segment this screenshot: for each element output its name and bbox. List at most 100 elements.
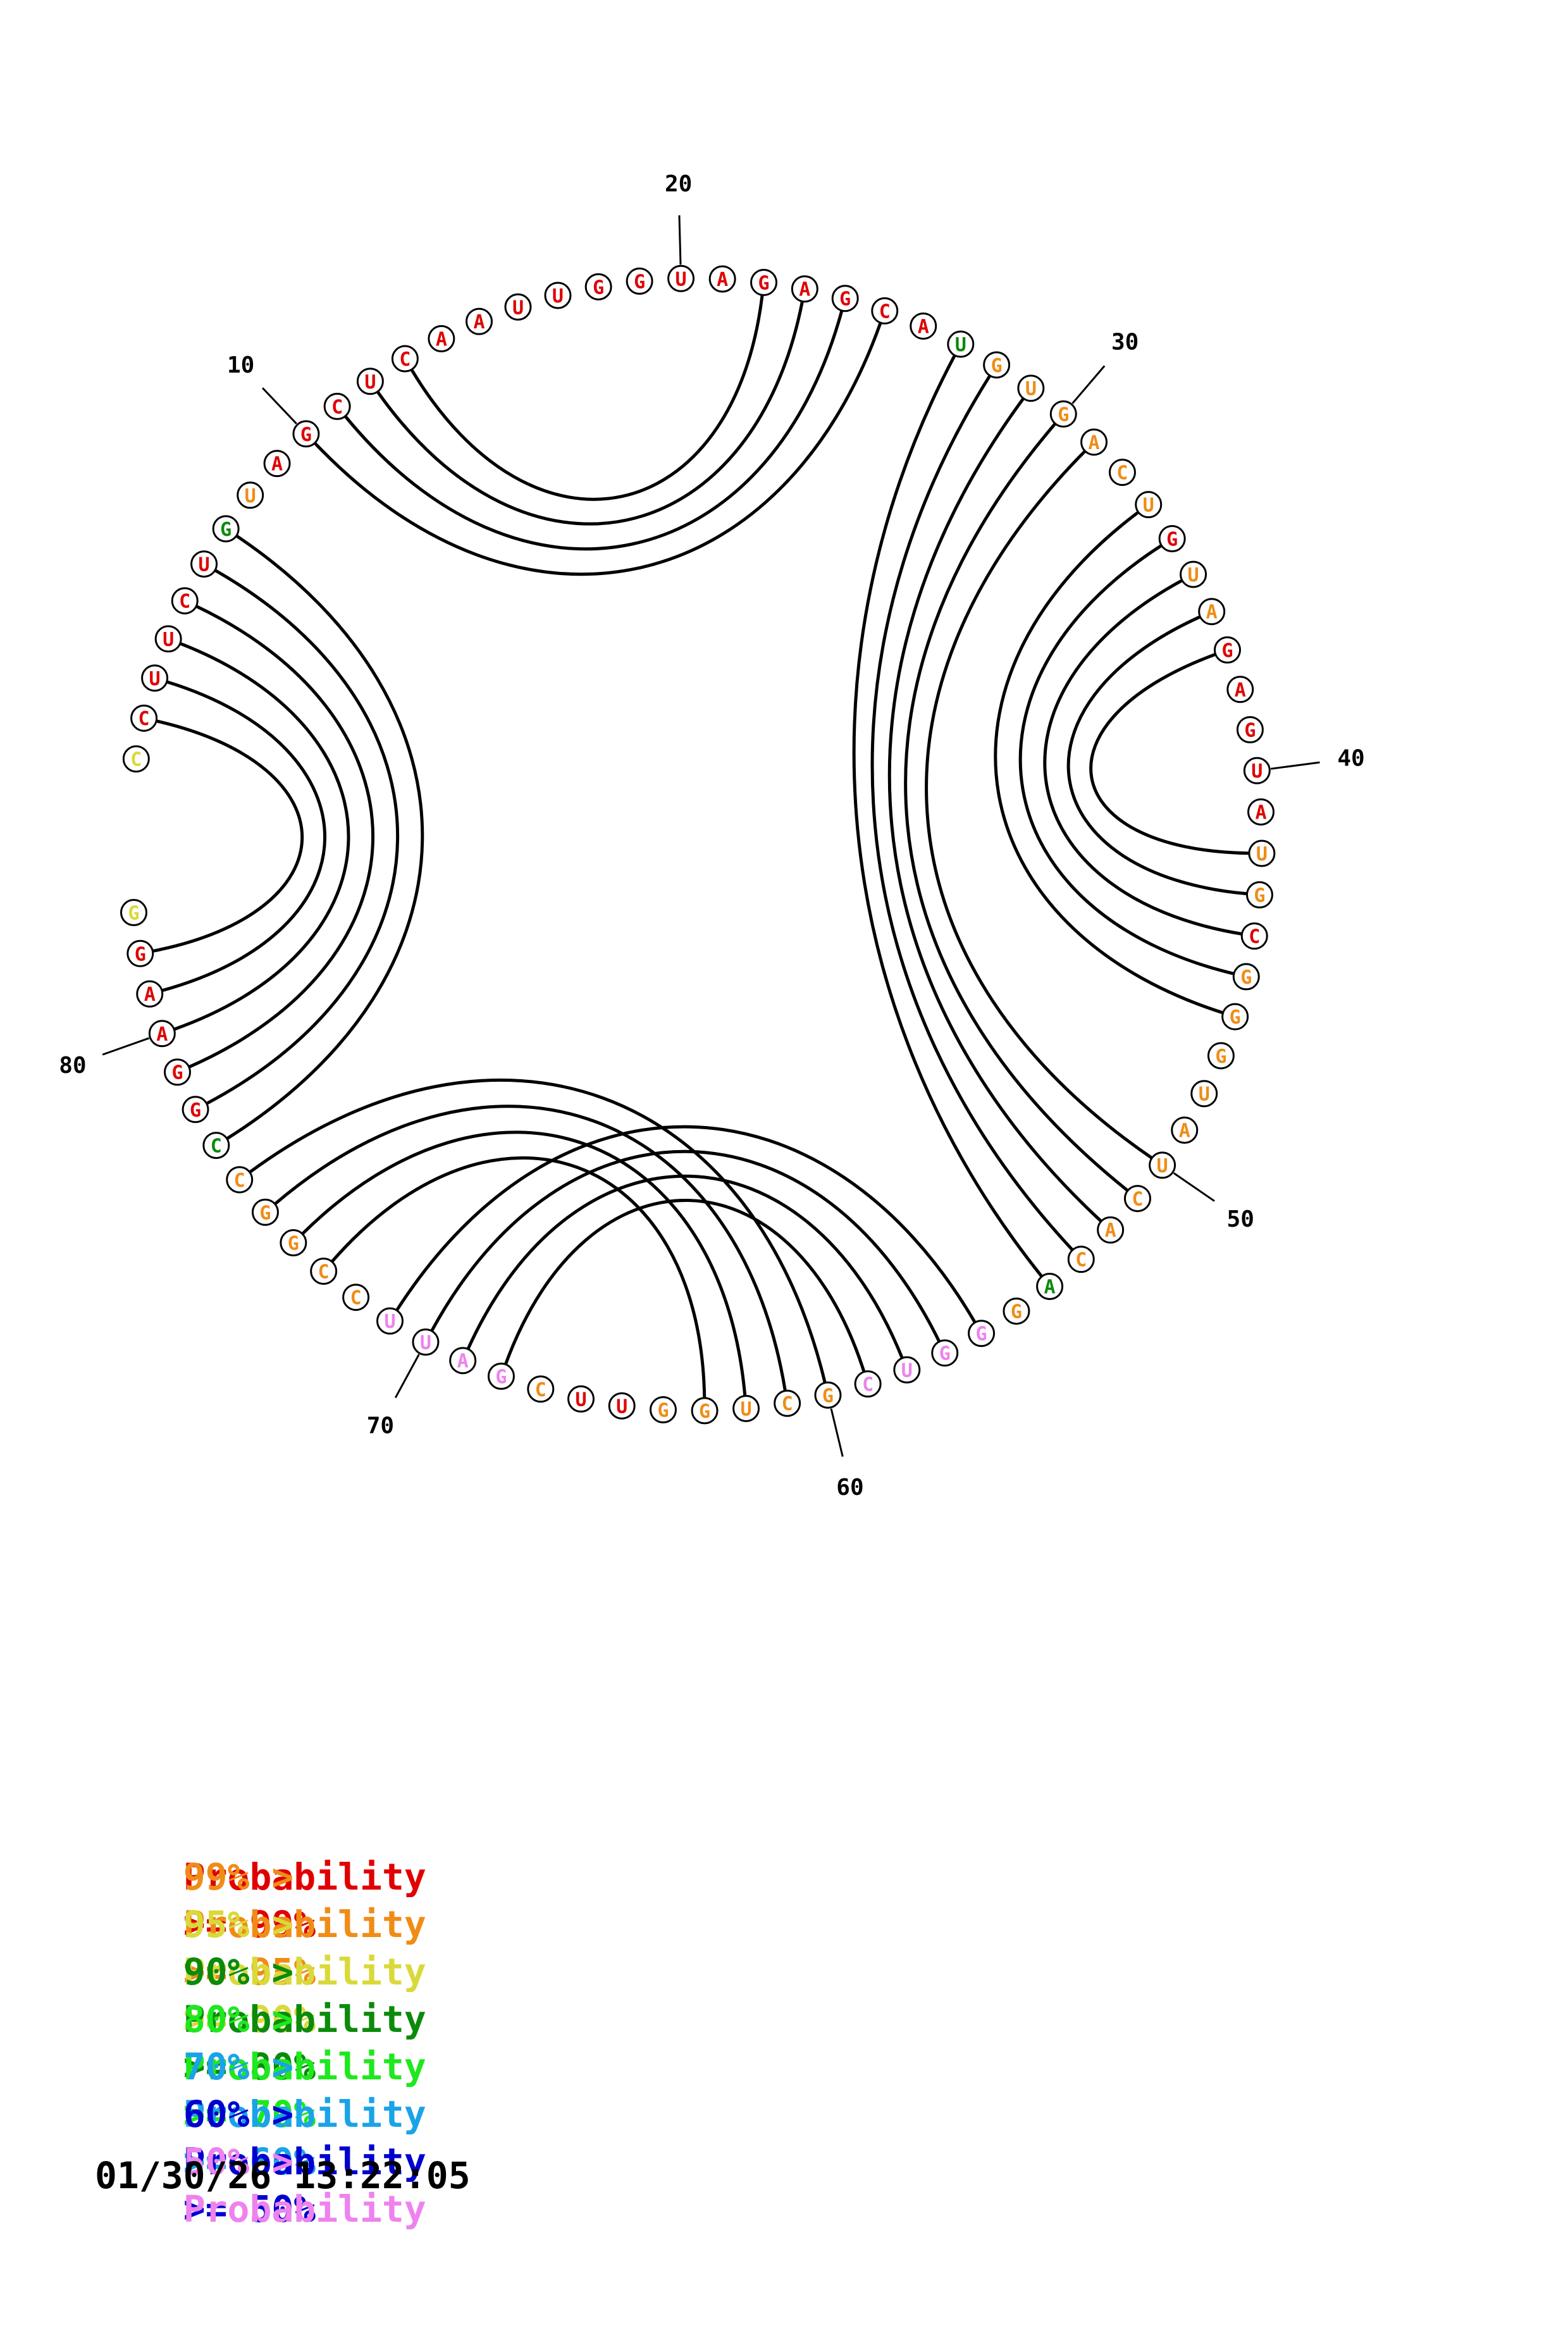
base-pair-arcs — [152, 295, 1249, 1398]
nucleotide-circle — [854, 1370, 882, 1398]
legend-label: Probability — [183, 1998, 426, 2041]
nucleotide-circle — [1036, 1272, 1064, 1300]
nucleotide: G — [626, 267, 653, 295]
legend-row: 95% > Probability >= 90% — [95, 1854, 465, 2041]
base-pair-arc — [904, 423, 1129, 1192]
base-pair-arc — [343, 310, 844, 551]
nucleotide-circle — [750, 268, 778, 296]
nucleotide: A — [910, 312, 937, 340]
position-tick — [1270, 761, 1320, 770]
nucleotide-letter: G — [259, 1202, 271, 1224]
nucleotide-letter: A — [1255, 802, 1266, 824]
nucleotide-letter: A — [1206, 602, 1218, 624]
nucleotide-letter: A — [799, 279, 810, 301]
legend-row: 80% > Probability >= 70% — [95, 1948, 465, 2136]
position-label: 80 — [59, 1053, 86, 1079]
nucleotide-letter: A — [144, 984, 156, 1006]
position-tick — [1071, 365, 1106, 404]
nucleotide-circle — [649, 1396, 677, 1424]
nucleotide: G — [649, 1396, 677, 1424]
nucleotide-circle — [154, 625, 182, 653]
nucleotide-circle — [968, 1320, 996, 1347]
nucleotide-circle — [263, 450, 291, 478]
nucleotide-letter: G — [128, 903, 139, 925]
nucleotide: G — [1207, 1042, 1235, 1070]
nucleotide: C — [130, 704, 158, 732]
nucleotide: A — [1171, 1117, 1199, 1144]
nucleotide-letter: C — [234, 1170, 245, 1192]
base-pair-arc — [870, 375, 1074, 1251]
nucleotide-letter: U — [616, 1396, 627, 1418]
nucleotide-circle — [814, 1381, 842, 1409]
nucleotide-letter: A — [918, 316, 929, 338]
nucleotide-circle — [251, 1198, 279, 1226]
nucleotide: C — [310, 1257, 338, 1285]
nucleotide-circle — [931, 1339, 959, 1367]
nucleotide-circle — [376, 1307, 404, 1335]
nucleotide-circle — [1149, 1151, 1176, 1179]
legend-label: Probability — [183, 1903, 426, 1946]
nucleotide-circle — [1236, 716, 1264, 744]
nucleotide-letter: G — [822, 1385, 834, 1407]
nucleotide-circle — [130, 704, 158, 732]
nucleotide-circle — [1180, 560, 1207, 588]
nucleotide-circle — [504, 293, 532, 321]
timestamp: 01/30/26 13:22:05 — [95, 2154, 471, 2197]
nucleotide-circle — [428, 325, 455, 352]
nucleotide-circle — [1158, 524, 1186, 552]
base-pair-arc — [887, 397, 1102, 1223]
nucleotide: A — [708, 265, 736, 293]
nucleotide-circle — [983, 351, 1011, 379]
legend-suffix: >= 95% — [183, 1950, 316, 1993]
nucleotide-letter: C — [211, 1136, 222, 1158]
nucleotide-letter: U — [199, 554, 210, 576]
nucleotide: A — [148, 1020, 176, 1048]
nucleotide-letter: G — [135, 943, 146, 965]
base-pair-arc — [852, 354, 1044, 1278]
base-pair-arc — [313, 322, 882, 576]
position-tick — [830, 1408, 844, 1457]
nucleotide-letter: A — [436, 328, 447, 350]
nucleotide: U — [667, 264, 695, 292]
nucleotide-letter: C — [350, 1287, 362, 1310]
nucleotide-circle — [1123, 1185, 1151, 1213]
nucleotide-circle — [237, 481, 264, 509]
nucleotide-letter: U — [1143, 495, 1154, 517]
nucleotide-circle — [708, 265, 736, 293]
nucleotide: G — [1221, 1003, 1249, 1031]
nucleotide: U — [567, 1385, 595, 1413]
nucleotide-circle — [1221, 1003, 1249, 1031]
nucleotide: A — [791, 275, 818, 303]
nucleotide: U — [1243, 757, 1271, 784]
nucleotide-circle — [1240, 922, 1268, 950]
nucleotide-letter: U — [420, 1332, 431, 1354]
legend-suffix: >= 80% — [183, 2045, 316, 2088]
base-pair-arc — [503, 1199, 866, 1373]
nucleotide-letter: U — [1251, 760, 1262, 783]
position-label: 10 — [227, 352, 254, 378]
base-pair-arc — [206, 569, 400, 1105]
nucleotide-circle — [1067, 1246, 1095, 1273]
nucleotide: C — [122, 745, 150, 773]
legend-suffix: >= 90% — [183, 1998, 316, 2041]
nucleotide: U — [608, 1392, 636, 1420]
position-tick — [102, 1037, 150, 1056]
nucleotide: G — [1245, 881, 1273, 909]
nucleotide: G — [120, 899, 147, 927]
position-label: 30 — [1111, 329, 1139, 355]
nucleotide-circle — [1247, 798, 1275, 826]
nucleotide: G — [251, 1198, 279, 1226]
position-tick — [394, 1354, 420, 1399]
nucleotide-letter: A — [1105, 1220, 1116, 1242]
nucleotide: U — [893, 1356, 921, 1384]
nucleotide: U — [356, 368, 384, 395]
nucleotide-circle — [544, 282, 572, 309]
nucleotide-circle — [1049, 400, 1077, 428]
nucleotide-letter: U — [1199, 1084, 1210, 1106]
nucleotide-circle — [127, 939, 154, 967]
nucleotide-circle — [1135, 491, 1163, 519]
legend-label: Probability — [183, 2093, 426, 2136]
legend-prefix: 80% > — [183, 1998, 294, 2041]
nucleotide-letter: U — [552, 285, 564, 307]
nucleotide-circle — [310, 1257, 338, 1285]
